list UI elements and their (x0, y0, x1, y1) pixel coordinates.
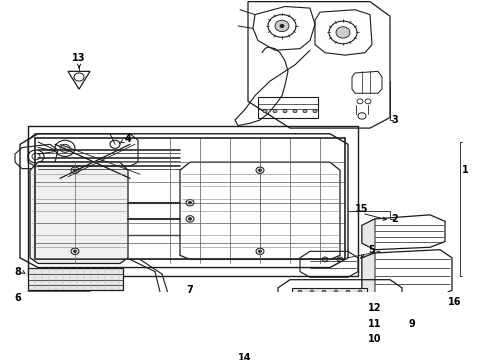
Bar (292, 316, 367, 339)
Text: 7: 7 (187, 285, 194, 295)
Text: 9: 9 (409, 319, 416, 329)
Circle shape (189, 202, 192, 204)
Circle shape (74, 169, 76, 171)
Text: 1: 1 (462, 165, 468, 175)
Circle shape (74, 250, 76, 252)
Text: 14: 14 (238, 353, 252, 360)
Circle shape (275, 20, 289, 32)
Circle shape (256, 248, 264, 255)
Circle shape (186, 216, 194, 222)
Text: 12: 12 (368, 303, 382, 313)
Circle shape (358, 290, 362, 293)
Bar (258, 97, 318, 118)
Circle shape (310, 290, 314, 293)
Circle shape (343, 312, 353, 320)
Circle shape (298, 290, 302, 293)
Polygon shape (362, 219, 375, 250)
Circle shape (283, 109, 287, 113)
Text: 11: 11 (368, 319, 382, 329)
Circle shape (337, 257, 343, 262)
Text: 8: 8 (15, 267, 22, 276)
Bar (180, 339, 310, 350)
Circle shape (273, 109, 277, 113)
Circle shape (259, 169, 262, 171)
Circle shape (259, 250, 262, 252)
Bar (292, 288, 367, 312)
Circle shape (322, 257, 328, 262)
Text: 4: 4 (124, 134, 131, 144)
Text: 10: 10 (368, 334, 382, 344)
Circle shape (186, 199, 194, 206)
Circle shape (280, 24, 284, 28)
Polygon shape (362, 253, 375, 298)
Circle shape (303, 109, 307, 113)
Circle shape (336, 27, 350, 38)
Text: 5: 5 (368, 245, 375, 255)
Text: 16: 16 (448, 297, 462, 307)
Text: 6: 6 (15, 293, 22, 303)
Circle shape (256, 167, 264, 174)
Circle shape (334, 290, 338, 293)
Text: 13: 13 (72, 53, 86, 63)
Circle shape (189, 218, 192, 220)
Circle shape (263, 109, 267, 113)
Circle shape (313, 109, 317, 113)
Text: 15: 15 (355, 204, 369, 214)
Text: 3: 3 (392, 115, 398, 125)
Text: 2: 2 (392, 214, 398, 224)
Polygon shape (165, 308, 220, 319)
Circle shape (346, 315, 350, 318)
Circle shape (293, 109, 297, 113)
Bar (28, 267, 123, 290)
Circle shape (71, 248, 79, 255)
Circle shape (71, 167, 79, 174)
Circle shape (322, 290, 326, 293)
Circle shape (60, 144, 70, 152)
Circle shape (346, 290, 350, 293)
Bar (28, 126, 358, 276)
Polygon shape (30, 162, 128, 264)
